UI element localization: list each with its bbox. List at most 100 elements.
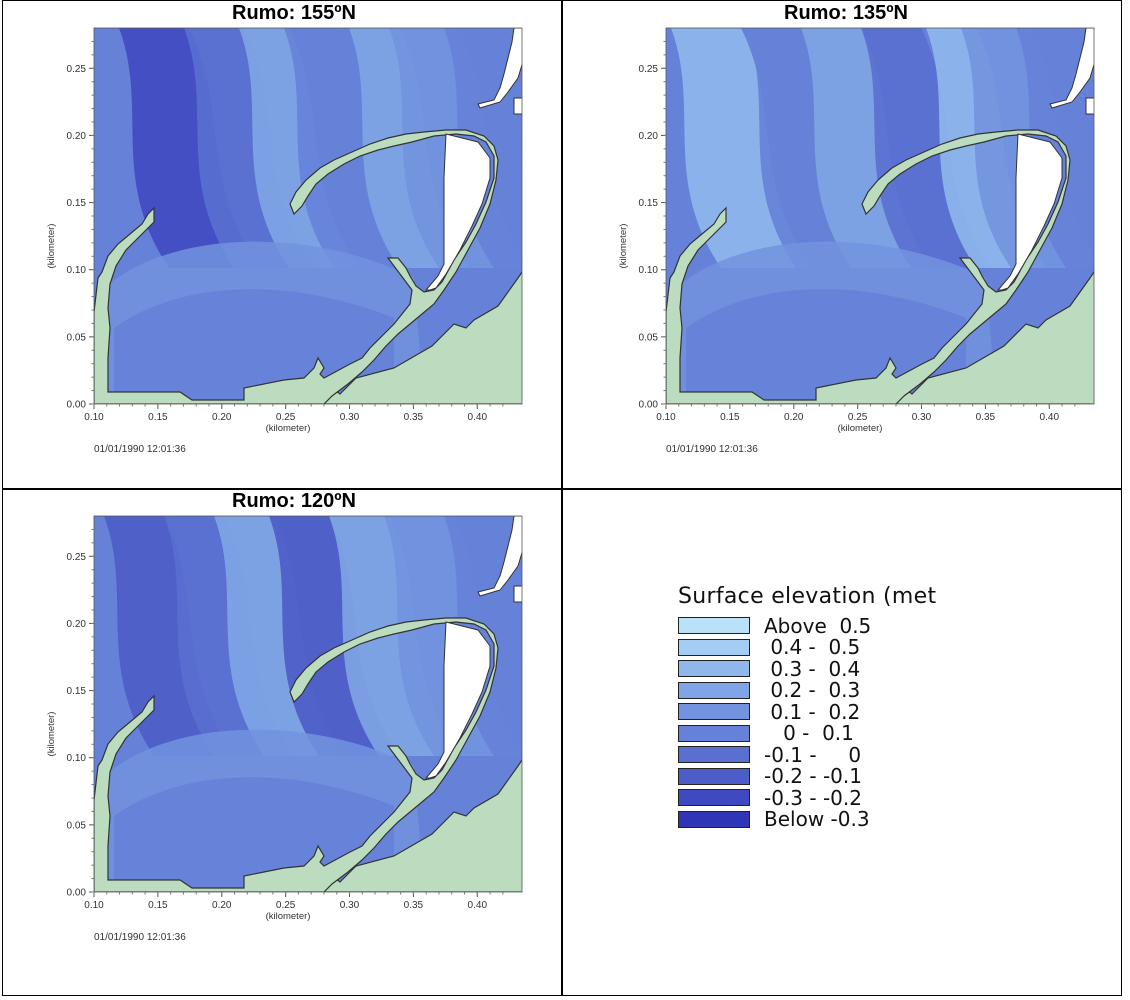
panel-title-155: Rumo: 155ºN <box>232 2 356 24</box>
x-tick-label: 0.35 <box>404 412 424 423</box>
x-tick-label: 0.25 <box>276 900 296 911</box>
x-tick-label: 0.40 <box>468 412 488 423</box>
breakwater-land <box>94 129 499 404</box>
y-tick-label: 0.15 <box>67 198 87 209</box>
panel-title-135: Rumo: 135ºN <box>784 2 908 24</box>
y-tick-label: 0.00 <box>67 400 87 411</box>
x-tick-label: 0.35 <box>404 900 424 911</box>
x-tick-label: 0.20 <box>212 412 232 423</box>
panel-title-120: Rumo: 120ºN <box>232 490 356 512</box>
y-axis-label: (kilometer) <box>46 712 57 757</box>
x-tick-label: 0.15 <box>148 412 168 423</box>
x-tick-label: 0.30 <box>340 412 360 423</box>
legend-item: Above 0.5 <box>678 614 1058 638</box>
legend-item: 0.4 - 0.5 <box>678 635 1058 660</box>
y-tick-label: 0.15 <box>67 686 87 697</box>
land-area <box>323 270 522 404</box>
elevation-band <box>114 289 394 404</box>
table-divider-horizontal <box>3 488 1121 490</box>
legend-swatch <box>678 767 750 785</box>
table-divider-vertical <box>561 1 563 995</box>
x-tick-label: 0.35 <box>976 412 996 423</box>
x-axis-label: (kilometer) <box>266 423 311 434</box>
x-tick-label: 0.20 <box>212 900 232 911</box>
dry-area <box>513 585 522 603</box>
legend-swatch <box>678 746 750 764</box>
y-tick-label: 0.10 <box>639 265 659 276</box>
legend-swatch <box>678 660 750 678</box>
legend-item: 0.2 - 0.3 <box>678 678 1058 703</box>
x-tick-label: 0.30 <box>340 900 360 911</box>
legend-label: 0.1 - 0.2 <box>764 699 861 724</box>
x-tick-label: 0.10 <box>656 412 676 423</box>
elevation-band <box>114 777 394 892</box>
legend-item: Below -0.3 <box>678 807 1058 832</box>
legend-swatch <box>678 617 750 635</box>
map-svg: 0.10 0.15 0.20 0.25 0.30 0.35 0.40 0.00 0.05 0.10… <box>618 27 1095 455</box>
dry-area <box>424 133 491 291</box>
map-svg: 0.10 0.15 0.20 0.25 0.30 0.35 0.40 0.00 0.05 0.10… <box>46 515 523 943</box>
y-tick-label: 0.05 <box>639 332 659 343</box>
x-tick-label: 0.25 <box>848 412 868 423</box>
x-tick-label: 0.20 <box>784 412 804 423</box>
y-tick-label: 0.05 <box>67 332 87 343</box>
legend-item: 0.3 - 0.4 <box>678 656 1058 681</box>
dry-area <box>477 516 522 597</box>
legend-item: -0.3 - -0.2 <box>678 786 1058 810</box>
legend-label: -0.1 - 0 <box>764 742 862 767</box>
timestamp: 01/01/1990 12:01:36 <box>666 444 758 455</box>
dry-area <box>477 28 522 109</box>
legend-label: 0.3 - 0.4 <box>764 656 861 681</box>
dry-area <box>424 621 491 779</box>
y-tick-label: 0.20 <box>639 131 659 142</box>
x-tick-label: 0.15 <box>148 900 168 911</box>
legend-swatch <box>678 703 750 721</box>
y-tick-label: 0.00 <box>67 888 87 899</box>
legend-item: 0.1 - 0.2 <box>678 699 1058 724</box>
legend-item: -0.2 - -0.1 <box>678 764 1058 789</box>
x-tick-label: 0.10 <box>84 900 104 911</box>
x-tick-label: 0.40 <box>1040 412 1060 423</box>
legend-swatch <box>678 810 750 828</box>
y-tick-label: 0.25 <box>67 64 87 75</box>
land-area <box>323 758 522 892</box>
legend-item: 0 - 0.1 <box>678 721 1058 746</box>
y-tick-label: 0.10 <box>67 753 87 764</box>
y-tick-label: 0.15 <box>639 198 659 209</box>
x-tick-label: 0.30 <box>912 412 932 423</box>
y-tick-label: 0.20 <box>67 619 87 630</box>
y-tick-label: 0.20 <box>67 131 87 142</box>
elevation-map-120: 0.10 0.15 0.20 0.25 0.30 0.35 0.40 0.00 0.05 0.10… <box>26 515 546 956</box>
y-tick-label: 0.10 <box>67 265 87 276</box>
dry-area <box>1085 97 1094 115</box>
legend-label: 0.4 - 0.5 <box>764 635 861 660</box>
y-tick-label: 0.25 <box>639 64 659 75</box>
legend-item: -0.1 - 0 <box>678 742 1058 767</box>
land-area <box>895 270 1094 404</box>
x-axis-label: (kilometer) <box>266 911 311 922</box>
dry-area <box>513 97 522 115</box>
elevation-map-135: 0.10 0.15 0.20 0.25 0.30 0.35 0.40 0.00 0.05 0.10… <box>598 27 1118 468</box>
elevation-map-155: 0.10 0.15 0.20 0.25 0.30 0.35 0.40 0.00 0.05 0.10… <box>26 27 546 468</box>
legend-label: 0.2 - 0.3 <box>764 678 861 703</box>
y-axis-label: (kilometer) <box>618 224 629 269</box>
legend-label: 0 - 0.1 <box>764 721 854 746</box>
dry-area <box>996 133 1063 291</box>
breakwater-land <box>94 617 499 892</box>
map-svg: 0.10 0.15 0.20 0.25 0.30 0.35 0.40 0.00 0.05 0.10… <box>46 27 523 455</box>
timestamp: 01/01/1990 12:01:36 <box>94 444 186 455</box>
x-tick-label: 0.25 <box>276 412 296 423</box>
legend-label: -0.2 - -0.1 <box>764 764 862 789</box>
legend-title: Surface elevation (met <box>678 584 937 609</box>
x-axis-label: (kilometer) <box>838 423 883 434</box>
x-tick-label: 0.40 <box>468 900 488 911</box>
y-axis-label: (kilometer) <box>46 224 57 269</box>
timestamp: 01/01/1990 12:01:36 <box>94 932 186 943</box>
elevation-band <box>686 289 966 404</box>
legend-swatch <box>678 638 750 656</box>
dry-area <box>1049 28 1094 109</box>
breakwater-land <box>666 129 1071 404</box>
y-tick-label: 0.00 <box>639 400 659 411</box>
legend-label: Below -0.3 <box>764 807 870 832</box>
